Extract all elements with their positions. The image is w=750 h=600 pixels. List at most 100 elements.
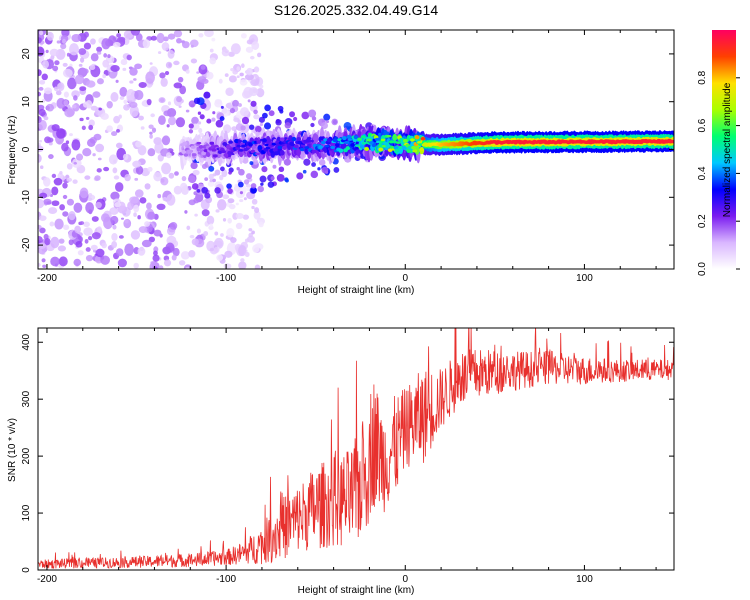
heatmap-cell — [53, 86, 59, 92]
heatmap-cell — [140, 126, 145, 130]
heatmap-cell — [127, 201, 134, 211]
heatmap-cell — [353, 135, 359, 140]
heatmap-cell — [173, 82, 183, 89]
heatmap-cell — [59, 204, 65, 211]
heatmap-cell — [67, 77, 77, 90]
heatmap-cell — [133, 212, 137, 217]
heatmap-cell — [419, 148, 425, 151]
heatmap-cell — [149, 62, 153, 65]
heatmap-cell — [185, 69, 190, 74]
heatmap-cell — [226, 183, 232, 189]
heatmap-cell — [38, 242, 47, 250]
heatmap-cell — [111, 240, 118, 249]
heatmap-cell — [61, 142, 69, 152]
heatmap-cell — [38, 215, 47, 221]
heatmap-cell — [239, 79, 248, 86]
heatmap-cell — [161, 162, 172, 175]
heatmap-cell — [141, 239, 152, 248]
heatmap-cell — [168, 172, 175, 179]
heatmap-cell — [282, 145, 287, 150]
heatmap-cell — [253, 210, 261, 220]
heatmap-cell — [671, 140, 674, 144]
heatmap-cell — [186, 225, 191, 231]
heatmap-cell — [148, 124, 154, 129]
heatmap-cell — [162, 196, 168, 202]
heatmap-cell — [191, 183, 199, 190]
heatmap-cell — [187, 175, 196, 183]
heatmap-cell — [380, 138, 386, 142]
heatmap-cell — [190, 44, 194, 48]
heatmap-cell — [144, 183, 151, 190]
heatmap-x-axis: -200 -100 0 100 — [37, 30, 657, 284]
heatmap-cell — [54, 218, 64, 230]
heatmap-cell — [64, 108, 75, 118]
heatmap-cell — [51, 186, 59, 196]
heatmap-cell — [76, 153, 84, 161]
heatmap-cell — [38, 86, 44, 91]
heatmap-cell — [62, 194, 68, 199]
heatmap-cell — [38, 224, 42, 230]
heatmap-cell — [248, 232, 253, 238]
heatmap-cell — [250, 187, 257, 194]
heatmap-x-label: Height of straight line (km) — [298, 285, 415, 296]
heatmap-cell — [260, 182, 264, 186]
heatmap-cell — [85, 247, 91, 252]
heatmap-cell — [96, 78, 104, 85]
heatmap-cell — [209, 223, 213, 228]
heatmap-cell — [71, 33, 82, 43]
heatmap-cell — [253, 66, 260, 73]
heatmap-cell — [56, 97, 66, 109]
heatmap-cell — [317, 167, 321, 171]
heatmap-cell — [156, 32, 165, 44]
heatmap-cell — [197, 121, 202, 125]
heatmap-cell — [91, 216, 99, 222]
heatmap-cell — [319, 136, 325, 141]
heatmap-cell — [236, 167, 240, 171]
heatmap-cell — [210, 144, 216, 150]
heatmap-cell — [169, 221, 178, 230]
snr-y-tick-label: 200 — [21, 447, 32, 464]
heatmap-cell — [245, 183, 252, 188]
heatmap-cell — [196, 188, 201, 193]
heatmap-cell — [320, 140, 326, 145]
heatmap-cell — [63, 99, 69, 106]
heatmap-cell — [130, 230, 141, 240]
heatmap-cell — [183, 153, 189, 157]
snr-x-tick-label: -200 — [37, 574, 57, 585]
heatmap-cell — [129, 196, 140, 204]
heatmap-cell — [224, 73, 229, 77]
heatmap-cell — [259, 122, 264, 127]
heatmap-cell — [259, 175, 267, 183]
heatmap-cell — [49, 221, 55, 227]
heatmap-cell — [114, 201, 121, 208]
heatmap-cell — [98, 107, 102, 111]
heatmap-cell — [198, 33, 204, 38]
heatmap-cell — [250, 183, 257, 189]
heatmap-cell — [133, 262, 139, 269]
heatmap-cell — [101, 38, 111, 50]
heatmap-cell — [201, 186, 209, 194]
heatmap-cell — [173, 60, 180, 66]
heatmap-cell — [385, 143, 391, 147]
heatmap-cell — [209, 141, 215, 145]
heatmap-cell — [115, 79, 119, 83]
heatmap-cell — [318, 159, 326, 166]
heatmap-cell — [42, 60, 50, 69]
heatmap-cell — [203, 230, 209, 237]
heatmap-cell — [134, 189, 144, 198]
heatmap-cell — [167, 101, 172, 106]
heatmap-cell — [313, 134, 319, 143]
heatmap-cell — [354, 144, 360, 147]
heatmap-cell — [252, 244, 260, 253]
heatmap-cell — [237, 140, 243, 143]
heatmap-cell — [150, 35, 158, 41]
heatmap-cell — [242, 139, 248, 144]
heatmap-cell — [129, 80, 134, 84]
heatmap-cell — [232, 99, 240, 107]
heatmap-cell — [296, 172, 304, 180]
heatmap-cell — [159, 72, 166, 79]
heatmap-cell — [255, 125, 262, 133]
heatmap-cell — [306, 137, 312, 140]
